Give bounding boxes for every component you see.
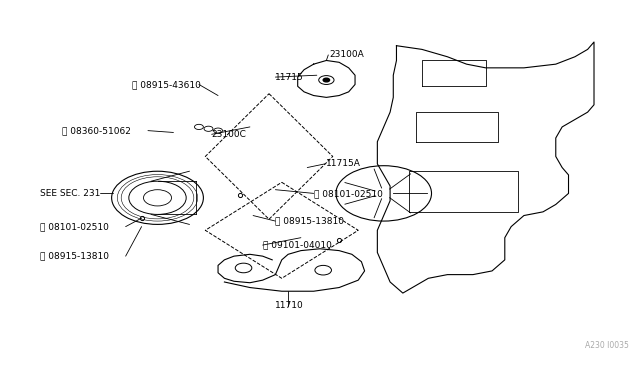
Text: SEE SEC. 231: SEE SEC. 231 [40,189,100,198]
Text: Ⓑ 09101-04010: Ⓑ 09101-04010 [262,241,332,250]
Circle shape [323,78,330,82]
Text: 11715: 11715 [275,73,304,81]
Text: Ⓑ 08360-51062: Ⓑ 08360-51062 [62,126,131,135]
Text: Ⓑ 08101-02510: Ⓑ 08101-02510 [40,222,109,231]
Text: Ⓥ 08915-13810: Ⓥ 08915-13810 [275,217,344,225]
Text: A230 I0035: A230 I0035 [585,341,629,350]
Text: Ⓑ 08101-02510: Ⓑ 08101-02510 [314,189,383,198]
Text: 11715A: 11715A [326,159,361,169]
Text: 11710: 11710 [275,301,304,311]
Text: 23100A: 23100A [330,51,364,60]
Text: Ⓥ 08915-43610: Ⓥ 08915-43610 [132,80,201,89]
Text: Ⓥ 08915-13810: Ⓥ 08915-13810 [40,251,109,261]
Text: 23100C: 23100C [212,130,246,139]
